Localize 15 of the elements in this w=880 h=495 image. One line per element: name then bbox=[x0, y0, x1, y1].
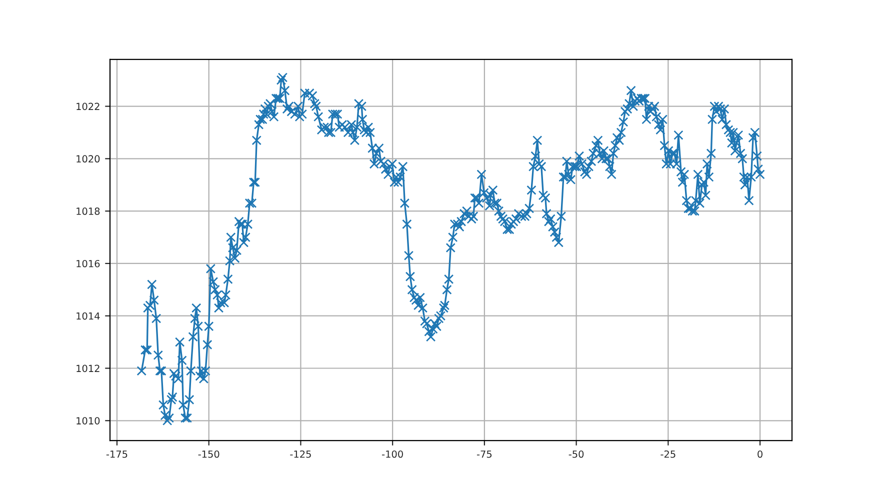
y-tick-label: 1018 bbox=[76, 208, 100, 215]
x-tick-label: -75 bbox=[476, 450, 492, 458]
x-tick-label: -100 bbox=[382, 450, 403, 458]
y-tick-label: 1020 bbox=[76, 155, 100, 163]
y-tick-label: 1016 bbox=[76, 260, 100, 268]
x-tick-label: -175 bbox=[106, 450, 128, 458]
x-tick-label: -150 bbox=[198, 450, 220, 458]
y-tick-label: 1014 bbox=[76, 312, 100, 320]
x-tick-label: -125 bbox=[290, 450, 311, 458]
y-tick-label: 1012 bbox=[76, 364, 100, 372]
y-tick-label: 1010 bbox=[76, 417, 100, 424]
y-tick-label: 1022 bbox=[76, 102, 100, 110]
x-tick-label: -50 bbox=[568, 450, 584, 458]
x-tick-label: -25 bbox=[660, 450, 676, 458]
x-tick-label: 0 bbox=[758, 450, 762, 458]
